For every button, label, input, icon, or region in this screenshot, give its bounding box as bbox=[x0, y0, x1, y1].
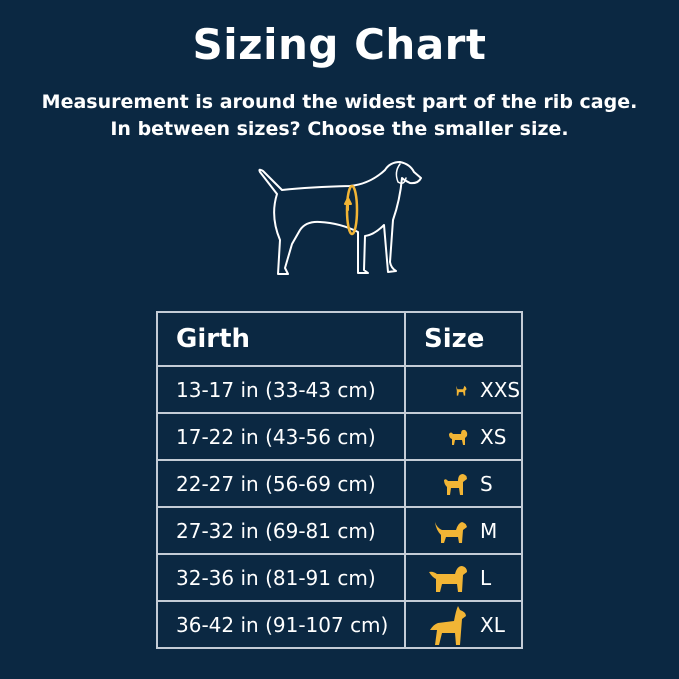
table-row: 36-42 in (91-107 cm) XL bbox=[156, 600, 523, 649]
size-cell: XL bbox=[404, 600, 523, 649]
header-size: Size bbox=[404, 311, 523, 367]
size-label: XS bbox=[480, 424, 507, 449]
size-label: XL bbox=[480, 612, 505, 637]
girth-cell: 22-27 in (56-69 cm) bbox=[156, 459, 406, 508]
table-header-row: Girth Size bbox=[156, 311, 523, 367]
table-row: 13-17 in (33-43 cm) XXS bbox=[156, 365, 523, 414]
size-label: XXS bbox=[480, 377, 521, 402]
girth-cell: 32-36 in (81-91 cm) bbox=[156, 553, 406, 602]
labrador-dog-icon bbox=[424, 563, 468, 593]
table-row: 32-36 in (81-91 cm) L bbox=[156, 553, 523, 602]
poodle-dog-icon bbox=[424, 472, 468, 496]
girth-cell: 17-22 in (43-56 cm) bbox=[156, 412, 406, 461]
size-cell: XS bbox=[404, 412, 523, 461]
table-row: 22-27 in (56-69 cm) S bbox=[156, 459, 523, 508]
size-cell: XXS bbox=[404, 365, 523, 414]
table-row: 17-22 in (43-56 cm) XS bbox=[156, 412, 523, 461]
sizing-table: Girth Size 13-17 in (33-43 cm) XXS 17-22 … bbox=[156, 311, 523, 649]
size-cell: M bbox=[404, 506, 523, 555]
girth-cell: 27-32 in (69-81 cm) bbox=[156, 506, 406, 555]
header-girth: Girth bbox=[156, 311, 406, 367]
dog-girth-measurement-icon bbox=[258, 161, 422, 275]
size-label: M bbox=[480, 518, 498, 543]
small-fluffy-dog-icon bbox=[424, 428, 468, 446]
girth-cell: 13-17 in (33-43 cm) bbox=[156, 365, 406, 414]
size-cell: S bbox=[404, 459, 523, 508]
page-title: Sizing Chart bbox=[192, 20, 487, 69]
girth-cell: 36-42 in (91-107 cm) bbox=[156, 600, 406, 649]
subtitle-line-2: In between sizes? Choose the smaller siz… bbox=[110, 118, 569, 140]
tiny-dog-icon bbox=[424, 383, 468, 397]
size-cell: L bbox=[404, 553, 523, 602]
size-label: L bbox=[480, 565, 492, 590]
size-label: S bbox=[480, 471, 493, 496]
retriever-dog-icon bbox=[424, 518, 468, 544]
table-row: 27-32 in (69-81 cm) M bbox=[156, 506, 523, 555]
great-dane-dog-icon bbox=[424, 604, 468, 646]
subtitle-line-1: Measurement is around the widest part of… bbox=[41, 91, 638, 113]
